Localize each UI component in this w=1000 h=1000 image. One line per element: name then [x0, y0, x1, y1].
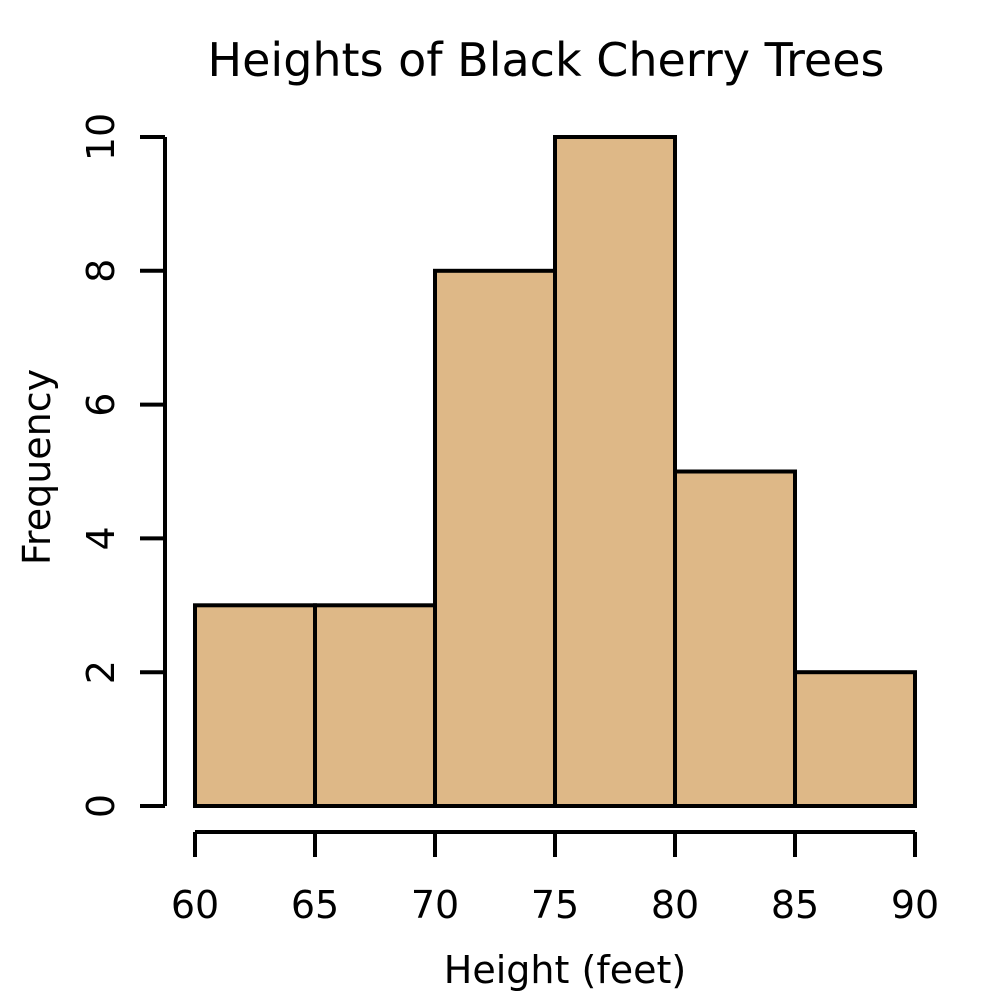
y-tick-label: 10: [79, 113, 123, 161]
y-tick-label: 4: [79, 526, 123, 550]
y-tick-label: 8: [79, 259, 123, 283]
x-axis: 60 65 70 75 80 85 90: [171, 830, 939, 927]
histogram-bar: [553, 135, 677, 808]
histogram-bar: [313, 603, 437, 808]
bars: [193, 135, 917, 809]
y-tick-label: 6: [79, 393, 123, 417]
x-tick-label: 85: [771, 883, 819, 927]
histogram-bar: [193, 603, 317, 808]
x-tick-label: 90: [891, 883, 939, 927]
x-tick-label: 65: [291, 883, 339, 927]
y-axis-label: Frequency: [15, 369, 59, 565]
x-axis-label: Height (feet): [444, 948, 686, 992]
histogram-bar: [793, 670, 917, 809]
y-tick-label: 0: [79, 794, 123, 818]
histogram-bar: [673, 469, 797, 808]
x-tick-label: 60: [171, 883, 219, 927]
x-tick-label: 75: [531, 883, 579, 927]
chart-title: Heights of Black Cherry Trees: [208, 33, 885, 87]
x-tick-label: 80: [651, 883, 699, 927]
y-tick-label: 2: [79, 660, 123, 684]
y-axis: 0 2 4 6 8 10: [79, 113, 167, 818]
x-tick-label: 70: [411, 883, 459, 927]
histogram-bar: [433, 268, 557, 808]
